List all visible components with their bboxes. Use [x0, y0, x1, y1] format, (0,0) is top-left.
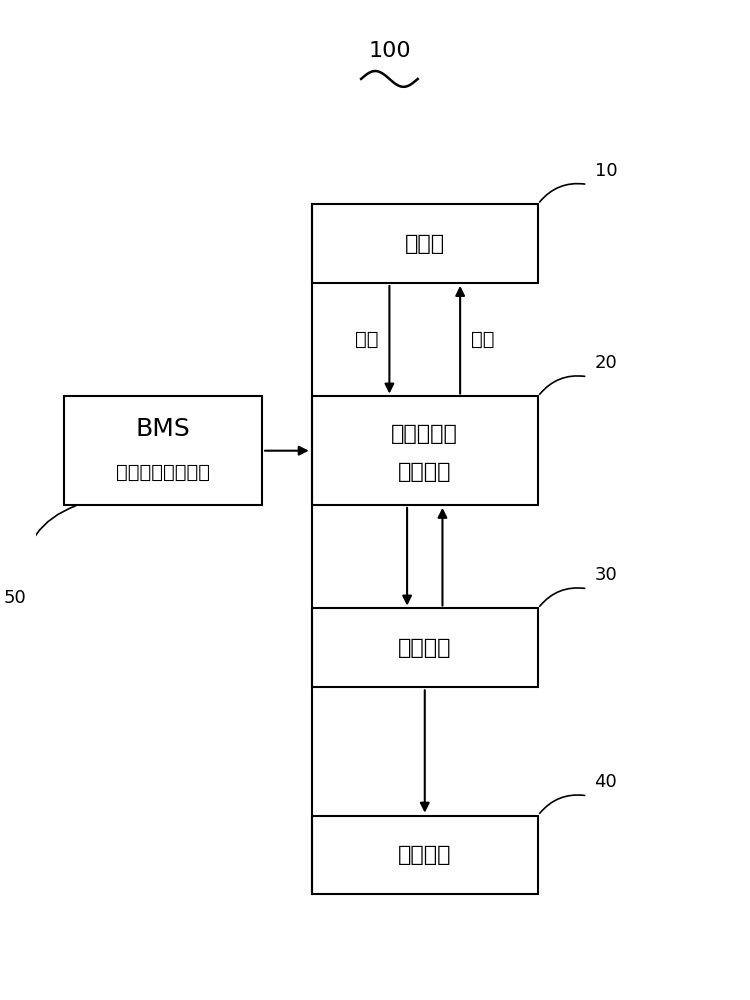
FancyArrowPatch shape: [265, 447, 307, 455]
Text: BMS: BMS: [136, 417, 190, 441]
FancyArrowPatch shape: [540, 588, 585, 606]
Text: 导热装置: 导热装置: [398, 638, 451, 658]
Text: 40: 40: [595, 773, 617, 791]
Text: 10: 10: [595, 162, 617, 180]
FancyArrowPatch shape: [404, 508, 411, 603]
Text: 制冷组件: 制冷组件: [398, 462, 451, 482]
FancyArrowPatch shape: [540, 376, 585, 394]
Text: 20: 20: [595, 354, 617, 372]
Bar: [311, 816, 538, 894]
FancyArrowPatch shape: [439, 510, 446, 606]
Text: 30: 30: [595, 566, 617, 584]
FancyArrowPatch shape: [540, 795, 585, 813]
Text: 若干温差电: 若干温差电: [392, 424, 458, 444]
FancyArrowPatch shape: [540, 184, 585, 202]
Text: 加热: 加热: [471, 330, 494, 349]
Text: （电池管理系统）: （电池管理系统）: [116, 463, 210, 482]
Text: 制冷: 制冷: [356, 330, 379, 349]
Text: 100: 100: [368, 41, 411, 61]
Text: 电池组: 电池组: [405, 234, 445, 254]
Text: 冷却装置: 冷却装置: [398, 845, 451, 865]
Bar: [311, 204, 538, 283]
Bar: [64, 396, 262, 505]
Text: 50: 50: [3, 589, 26, 607]
Bar: [311, 608, 538, 687]
Bar: [311, 396, 538, 505]
FancyArrowPatch shape: [456, 288, 464, 394]
FancyArrowPatch shape: [421, 690, 429, 810]
FancyArrowPatch shape: [22, 506, 76, 581]
FancyArrowPatch shape: [386, 286, 393, 391]
